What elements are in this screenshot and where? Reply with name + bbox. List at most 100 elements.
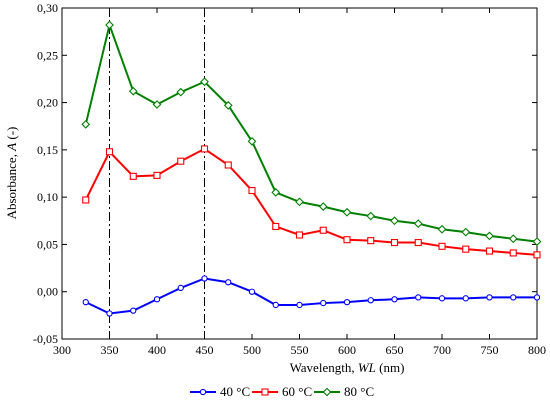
series-2 xyxy=(82,145,541,259)
legend-item: 40 °C xyxy=(190,384,250,399)
legend-item: 80 °C xyxy=(314,384,374,399)
series-layer xyxy=(81,20,542,317)
data-point xyxy=(486,294,493,301)
data-point xyxy=(152,100,162,109)
data-point xyxy=(295,231,304,239)
data-point xyxy=(390,216,399,226)
data-point xyxy=(508,234,518,244)
y-tick-label: 0,10 xyxy=(37,190,58,204)
y-tick-label: -0,05 xyxy=(33,332,58,346)
series-1 xyxy=(82,275,541,317)
data-point xyxy=(485,231,494,241)
data-point xyxy=(295,197,304,207)
legend-marker xyxy=(199,388,207,396)
x-tick-label: 450 xyxy=(196,343,214,357)
data-point xyxy=(105,148,114,156)
x-tick-label: 700 xyxy=(433,343,451,357)
data-point xyxy=(176,87,186,97)
data-point xyxy=(437,224,447,234)
legend-label: 80 °C xyxy=(344,384,374,399)
legend: 40 °C 60 °C 80 °C xyxy=(190,384,374,399)
data-point xyxy=(201,275,208,282)
reference-lines xyxy=(109,8,205,339)
y-tick-label: 0,30 xyxy=(37,1,58,15)
series-3 xyxy=(81,20,542,246)
data-point xyxy=(415,294,422,301)
x-tick-label: 500 xyxy=(243,343,261,357)
y-axis-title: Absorbance, A (-) xyxy=(4,127,19,220)
data-point xyxy=(485,247,494,255)
data-point xyxy=(153,296,161,303)
data-point xyxy=(462,245,470,253)
legend-label: 60 °C xyxy=(282,384,312,399)
legend-label: 40 °C xyxy=(220,384,250,399)
data-point xyxy=(82,298,89,306)
x-axis-title: Wavelength, WL (nm) xyxy=(290,360,405,375)
data-point xyxy=(106,310,113,317)
y-tick-label: 0,00 xyxy=(37,285,58,299)
data-point xyxy=(128,86,138,96)
data-point xyxy=(248,186,256,195)
data-point xyxy=(462,295,469,302)
data-point xyxy=(367,297,374,304)
data-point xyxy=(438,295,446,302)
data-point xyxy=(271,188,281,197)
data-point xyxy=(82,196,90,204)
data-point xyxy=(153,171,161,179)
data-point xyxy=(318,202,328,211)
data-point xyxy=(224,161,232,169)
data-point xyxy=(342,207,352,217)
data-point xyxy=(225,279,232,286)
legend-marker xyxy=(322,387,332,397)
data-point xyxy=(509,249,517,257)
data-point xyxy=(129,172,137,180)
data-point xyxy=(105,20,114,30)
data-point xyxy=(533,251,541,259)
data-point xyxy=(177,284,184,292)
series-line xyxy=(84,21,538,243)
x-tick-label: 550 xyxy=(291,343,309,357)
data-point xyxy=(319,226,327,234)
x-tick-label: 300 xyxy=(53,343,71,357)
y-tick-label: 0,15 xyxy=(37,143,58,157)
x-tick-label: 750 xyxy=(481,343,499,357)
data-point xyxy=(533,294,541,301)
y-tick-label: 0,20 xyxy=(37,96,58,110)
data-point xyxy=(272,222,280,231)
x-tick-label: 350 xyxy=(101,343,119,357)
data-point xyxy=(248,288,256,295)
data-point xyxy=(366,211,376,221)
x-tick-label: 650 xyxy=(386,343,404,357)
data-point xyxy=(390,238,399,247)
data-point xyxy=(247,136,257,146)
data-point xyxy=(223,101,233,110)
data-point xyxy=(200,77,209,87)
data-point xyxy=(461,227,471,237)
x-tick-label: 400 xyxy=(148,343,166,357)
data-point xyxy=(391,296,398,303)
data-point xyxy=(343,236,351,244)
data-point xyxy=(177,157,185,165)
data-point xyxy=(343,298,351,306)
y-tick-label: 0,25 xyxy=(37,48,58,62)
data-point xyxy=(438,242,446,250)
data-point xyxy=(272,301,279,309)
data-point xyxy=(296,301,303,309)
x-tick-label: 600 xyxy=(338,343,356,357)
y-tick-label: 0,05 xyxy=(37,237,58,251)
data-point xyxy=(367,237,375,245)
series-line xyxy=(85,277,537,315)
data-point xyxy=(320,299,327,307)
data-point xyxy=(413,219,423,229)
legend-item: 60 °C xyxy=(252,384,312,399)
axis-ticks: 300 350 400 450 500 550 600 650 700 750 800 -0,05 0,… xyxy=(33,1,546,357)
series-line xyxy=(84,147,538,256)
x-tick-label: 800 xyxy=(528,343,546,357)
data-point xyxy=(81,119,91,129)
data-point xyxy=(414,238,422,247)
data-point xyxy=(510,294,517,301)
data-point xyxy=(532,237,542,246)
legend-marker xyxy=(261,388,269,396)
data-point xyxy=(200,145,209,153)
